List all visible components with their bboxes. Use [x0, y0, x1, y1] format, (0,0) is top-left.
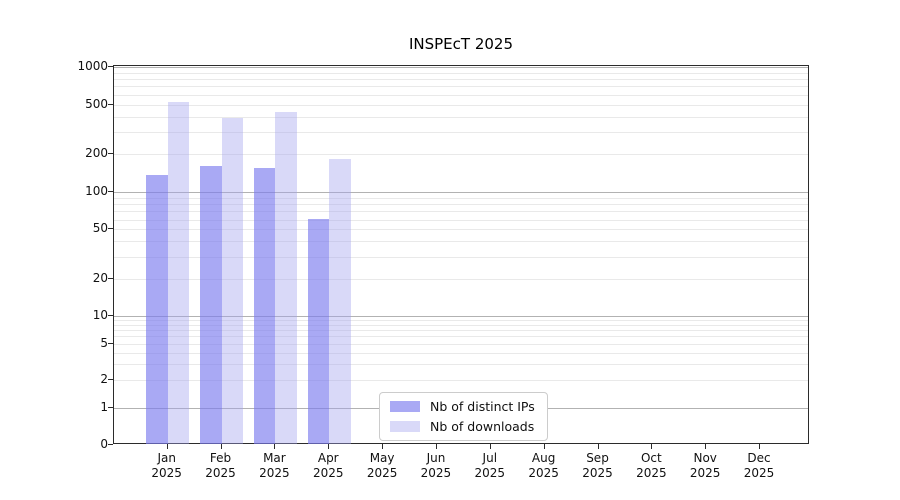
- plot-area: [113, 65, 809, 444]
- x-tick-label: Sep 2025: [582, 451, 613, 480]
- y-tick-label: 50: [92, 221, 108, 236]
- gridline-minor: [114, 241, 808, 243]
- x-tick-label: Jul 2025: [474, 451, 506, 480]
- chart-title: INSPEcT 2025: [408, 35, 514, 53]
- legend-label-distinct-ips: Nb of distinct IPs: [430, 399, 535, 414]
- gridline-minor: [114, 320, 808, 322]
- gridline-minor: [114, 256, 808, 258]
- distinct-ips-swatch-icon: [390, 401, 420, 412]
- x-tick-label: Aug 2025: [528, 451, 559, 480]
- x-tick-mark: [543, 444, 545, 449]
- y-tick-mark: [108, 153, 113, 155]
- bar-downloads-apr: [329, 158, 351, 444]
- y-tick-label: 200: [85, 146, 108, 161]
- x-tick-label: Jun 2025: [420, 451, 452, 480]
- y-tick-label: 500: [85, 96, 108, 111]
- y-tick-mark: [108, 444, 113, 445]
- x-tick-mark: [489, 444, 491, 449]
- x-tick-mark: [166, 444, 168, 449]
- y-tick-label: 1: [100, 400, 108, 414]
- y-tick-label: 20: [92, 270, 108, 285]
- x-tick-label: May 2025: [366, 451, 398, 480]
- gridline-minor: [114, 324, 808, 326]
- gridline-minor: [114, 278, 808, 280]
- gridline-minor: [114, 336, 808, 338]
- y-tick-label: 10: [92, 308, 108, 322]
- bar-downloads-mar: [275, 111, 298, 444]
- x-tick-label: Jan 2025: [151, 451, 182, 480]
- y-tick-mark: [108, 228, 113, 230]
- gridline-major: [114, 192, 808, 193]
- gridline-minor: [114, 94, 808, 96]
- y-tick-mark: [108, 407, 113, 408]
- y-tick-mark: [108, 277, 113, 279]
- y-tick-mark: [108, 315, 113, 316]
- x-tick-label: Feb 2025: [205, 451, 236, 480]
- gridline-minor: [114, 352, 808, 354]
- y-tick-label: 2: [100, 372, 108, 387]
- bar-downloads-feb: [221, 118, 244, 444]
- legend-label-downloads: Nb of downloads: [430, 419, 535, 434]
- gridline-minor: [114, 86, 808, 88]
- x-tick-mark: [759, 444, 761, 449]
- gridline-major: [114, 316, 808, 317]
- x-tick-label: Oct 2025: [636, 451, 667, 480]
- x-tick-label: Nov 2025: [689, 451, 721, 480]
- gridline-minor: [114, 330, 808, 332]
- gridline-minor: [114, 364, 808, 366]
- bar-downloads-jan: [167, 101, 190, 444]
- y-tick-label: 5: [100, 335, 108, 350]
- gridline-minor: [114, 79, 808, 81]
- gridline-minor: [114, 104, 808, 106]
- x-tick-label: Apr 2025: [312, 451, 344, 480]
- gridline-minor: [114, 132, 808, 134]
- gridline-minor: [114, 204, 808, 206]
- gridline-minor: [114, 211, 808, 213]
- x-tick-mark: [328, 444, 330, 449]
- gridline-minor: [114, 343, 808, 345]
- x-tick-mark: [597, 444, 599, 449]
- x-tick-mark: [651, 444, 653, 449]
- y-tick-label: 0: [100, 437, 108, 451]
- legend-row-distinct-ips: Nb of distinct IPs: [390, 399, 535, 414]
- y-tick-mark: [108, 103, 113, 105]
- x-tick-mark: [220, 444, 222, 449]
- y-tick-mark: [108, 66, 113, 67]
- x-tick-label: Dec 2025: [743, 451, 775, 480]
- legend: Nb of distinct IPs Nb of downloads: [379, 392, 548, 441]
- gridline-minor: [114, 197, 808, 199]
- x-tick-mark: [382, 444, 384, 449]
- x-tick-mark: [274, 444, 276, 449]
- y-tick-mark: [108, 342, 113, 344]
- x-tick-mark: [705, 444, 707, 449]
- gridline-minor: [114, 380, 808, 382]
- gridline-minor: [114, 116, 808, 118]
- y-tick-label: 100: [85, 184, 108, 198]
- legend-row-downloads: Nb of downloads: [390, 419, 535, 434]
- bar-distinct-ips-mar: [253, 167, 276, 444]
- bar-distinct-ips-feb: [199, 166, 222, 444]
- bar-distinct-ips-apr: [307, 218, 330, 444]
- y-tick-mark: [108, 191, 113, 192]
- gridline-minor: [114, 72, 808, 74]
- gridline-minor: [114, 154, 808, 156]
- downloads-swatch-icon: [390, 421, 420, 432]
- y-tick-label: 1000: [77, 59, 108, 73]
- bar-distinct-ips-jan: [146, 174, 168, 444]
- x-tick-label: Mar 2025: [259, 451, 290, 480]
- x-tick-mark: [435, 444, 437, 449]
- gridline-minor: [114, 229, 808, 231]
- gridline-minor: [114, 219, 808, 221]
- y-tick-mark: [108, 379, 113, 381]
- gridline-major: [114, 67, 808, 68]
